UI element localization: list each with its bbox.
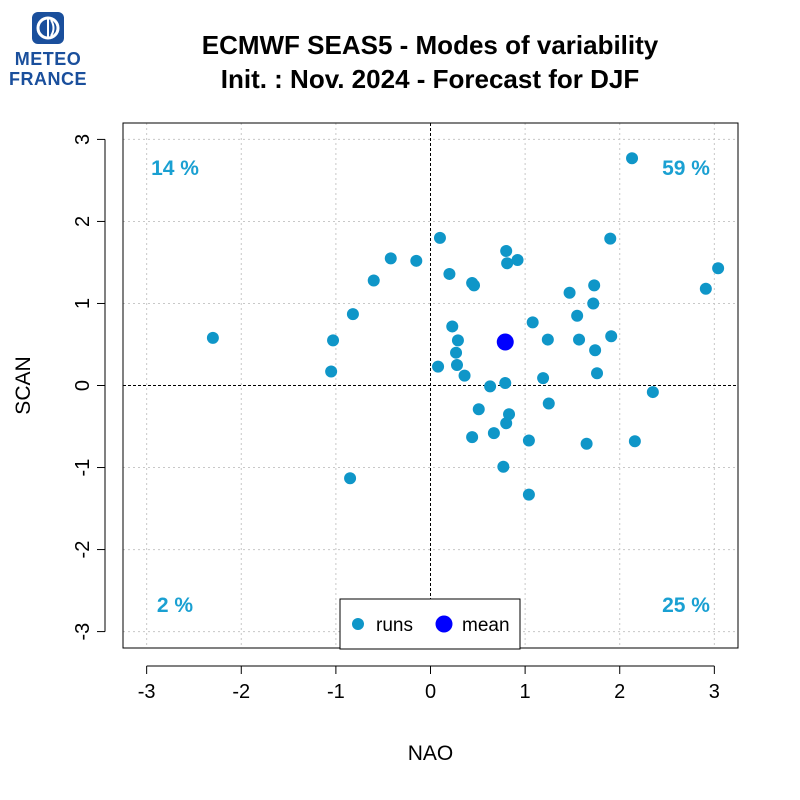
run-point — [451, 334, 464, 347]
logo-line-1: METEO — [14, 49, 82, 69]
run-point — [511, 253, 524, 266]
run-point — [484, 380, 497, 393]
quadrant-label-bottom-left: 2 % — [157, 594, 194, 617]
chart-subtitle: Init. : Nov. 2024 - Forecast for DJF — [220, 64, 640, 94]
y-tick-label: 3 — [72, 134, 94, 145]
run-point — [450, 358, 463, 371]
run-point — [466, 431, 479, 444]
quadrant-label-bottom-right: 25 % — [662, 594, 710, 617]
run-point — [346, 308, 359, 321]
run-point — [522, 488, 535, 501]
run-point — [626, 152, 639, 165]
run-point — [628, 435, 641, 448]
run-point — [604, 232, 617, 245]
x-tick-label: 2 — [614, 681, 625, 703]
run-point — [503, 408, 516, 421]
run-point — [537, 372, 550, 385]
run-point — [591, 367, 604, 380]
run-point — [384, 252, 397, 265]
run-point — [588, 279, 601, 292]
run-point — [468, 279, 481, 292]
x-tick-label: -2 — [232, 681, 250, 703]
y-tick-label: 0 — [72, 380, 94, 391]
meteo-france-emblem-icon — [32, 12, 64, 44]
legend: runs mean — [339, 598, 521, 650]
y-tick-label: -3 — [72, 623, 94, 641]
run-point — [325, 365, 338, 378]
run-point — [542, 397, 555, 410]
legend-runs-label: runs — [376, 615, 413, 636]
x-tick-label: 1 — [520, 681, 531, 703]
run-point — [573, 333, 586, 346]
y-tick-label: -1 — [72, 459, 94, 477]
run-point — [541, 333, 554, 346]
legend-mean-label: mean — [462, 615, 510, 636]
run-point — [410, 254, 423, 267]
run-point — [367, 274, 380, 287]
run-point — [499, 377, 512, 390]
y-axis-title: SCAN — [12, 356, 35, 414]
run-point — [712, 262, 725, 275]
run-point — [571, 309, 584, 322]
legend-runs-marker — [352, 618, 364, 630]
run-point — [446, 320, 459, 333]
points — [206, 152, 725, 501]
run-point — [206, 331, 219, 344]
x-tick-label: 0 — [425, 681, 436, 703]
run-point — [580, 437, 593, 450]
run-point — [526, 316, 539, 329]
x-axis-title: NAO — [408, 742, 454, 765]
x-tick-label: -1 — [327, 681, 345, 703]
x-tick-label: 3 — [709, 681, 720, 703]
quadrant-label-top-right: 59 % — [662, 157, 710, 180]
legend-mean-marker — [435, 615, 453, 633]
quadrant-label-top-left: 14 % — [151, 157, 199, 180]
run-point — [497, 460, 510, 473]
x-tick-label: -3 — [138, 681, 156, 703]
chart-title: ECMWF SEAS5 - Modes of variability — [201, 30, 659, 60]
y-tick-label: 1 — [72, 298, 94, 309]
run-point — [699, 282, 712, 295]
run-point — [344, 472, 357, 485]
run-point — [458, 369, 471, 382]
run-point — [646, 386, 659, 399]
run-point — [589, 344, 602, 357]
run-point — [433, 231, 446, 244]
meteo-france-logo: METEO FRANCE — [8, 10, 88, 90]
run-point — [432, 360, 445, 373]
grid — [123, 123, 738, 648]
run-point — [500, 417, 513, 430]
labels: NAO SCAN 14 % 59 % 2 % 25 % runs mean — [12, 157, 710, 765]
run-point — [522, 434, 535, 447]
mean-point — [496, 333, 514, 351]
run-point — [450, 346, 463, 359]
run-point — [472, 403, 485, 416]
run-point — [500, 244, 513, 257]
run-point — [605, 330, 618, 343]
run-point — [501, 257, 514, 270]
run-point — [587, 297, 600, 310]
logo-line-2: FRANCE — [9, 69, 87, 89]
y-tick-label: 2 — [72, 216, 94, 227]
run-point — [443, 267, 456, 280]
y-tick-label: -2 — [72, 541, 94, 559]
run-point — [487, 427, 500, 440]
run-point — [327, 334, 340, 347]
legend-box — [339, 598, 521, 650]
run-point — [563, 286, 576, 299]
